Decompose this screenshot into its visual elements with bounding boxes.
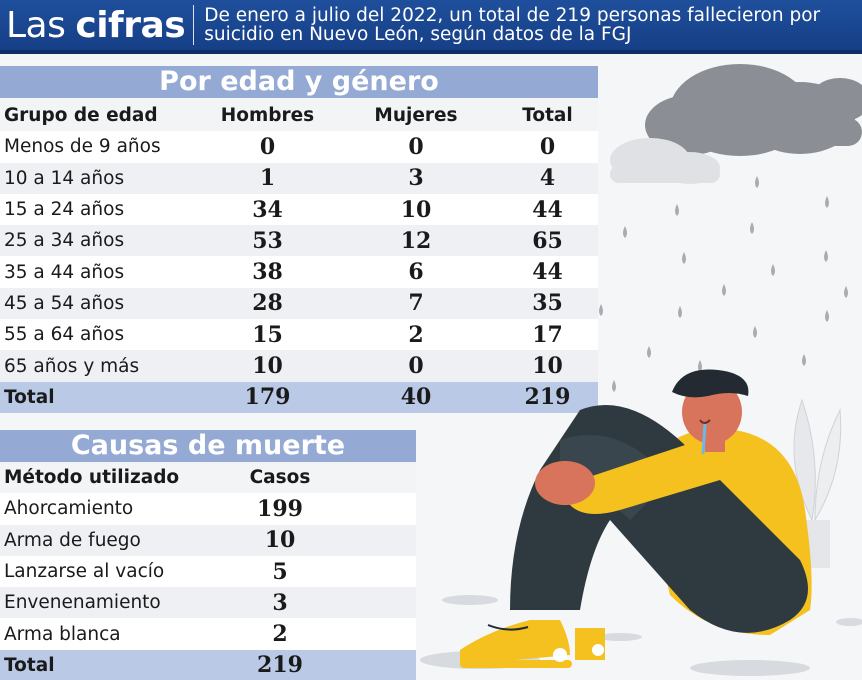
column-header-cases: Casos: [249, 467, 311, 489]
cases-cell: 2: [272, 621, 288, 648]
cases-total: 219: [257, 652, 303, 679]
cause-table-total-row: Total 219: [0, 649, 416, 680]
table-row: Arma de fuego 10: [0, 524, 416, 556]
method-cell: Arma blanca: [4, 623, 121, 645]
age-group-cell: 10 a 14 años: [4, 167, 125, 189]
men-cell: 1: [259, 165, 276, 192]
column-header-age-group: Grupo de edad: [4, 105, 158, 127]
table-row: Menos de 9 años 0 0 0: [0, 131, 598, 163]
cause-table-title: Causas de muerte: [0, 430, 416, 462]
rain-cloud-icon: [645, 64, 862, 156]
table-row: 10 a 14 años 1 3 4: [0, 162, 598, 194]
women-cell: 10: [400, 196, 432, 223]
table-row: Arma blanca 2: [0, 618, 416, 650]
total-cell: 65: [532, 227, 563, 254]
back-cloud-icon: [610, 138, 720, 184]
total-cell: 4: [539, 165, 556, 192]
men-cell: 34: [252, 196, 283, 223]
column-header-men: Hombres: [220, 105, 315, 127]
table-row: Ahorcamiento 199: [0, 493, 416, 525]
age-group-cell: 35 a 44 años: [4, 261, 125, 283]
age-group-cell: 25 a 34 años: [4, 230, 125, 252]
men-cell: 0: [259, 133, 276, 160]
men-cell: 15: [252, 321, 283, 348]
total-cell: 17: [532, 321, 563, 348]
age-table-total-row: Total 179 40 219: [0, 381, 598, 413]
table-row: 45 a 54 años 28 7 35: [0, 287, 598, 320]
age-table-header-row: Grupo de edad Hombres Mujeres Total: [0, 100, 598, 132]
women-cell: 0: [408, 133, 424, 160]
men-cell: 53: [252, 227, 283, 254]
total-label: Total: [4, 386, 55, 408]
method-cell: Envenenamiento: [4, 592, 161, 614]
cases-cell: 3: [272, 589, 288, 616]
total-cell: 44: [532, 259, 563, 286]
total-cell: 35: [532, 290, 563, 317]
column-header-women: Mujeres: [374, 105, 458, 127]
men-total: 179: [244, 384, 291, 411]
table-row: 35 a 44 años 38 6 44: [0, 256, 598, 288]
header-description: De enero a julio del 2022, un total de 2…: [204, 6, 820, 44]
age-group-cell: 15 a 24 años: [4, 199, 125, 221]
women-cell: 0: [408, 353, 424, 380]
brand-light-text: Las: [6, 4, 66, 46]
brand: Las cifras: [0, 0, 186, 50]
total-cell: 10: [532, 353, 563, 380]
women-cell: 6: [408, 259, 424, 286]
table-row: 65 años y más 10 0 10: [0, 350, 598, 382]
men-cell: 38: [252, 259, 283, 286]
method-cell: Lanzarse al vacío: [4, 561, 165, 583]
age-group-cell: 65 años y más: [4, 355, 140, 377]
person-icon: [460, 369, 812, 668]
header-bar: Las cifras De enero a julio del 2022, un…: [0, 0, 862, 54]
total-cell: 44: [532, 196, 563, 223]
women-cell: 3: [408, 165, 424, 192]
table-row: Lanzarse al vacío 5: [0, 555, 416, 588]
column-header-total: Total: [522, 105, 573, 127]
method-cell: Arma de fuego: [4, 529, 141, 551]
women-cell: 7: [408, 290, 424, 317]
table-row: Envenenamiento 3: [0, 587, 416, 619]
cause-table: Método utilizado Casos Ahorcamiento 199 …: [0, 462, 416, 680]
age-group-cell: 45 a 54 años: [4, 292, 125, 314]
column-header-method: Método utilizado: [4, 467, 180, 489]
age-table-title: Por edad y género: [0, 66, 598, 98]
women-cell: 12: [400, 227, 432, 254]
men-cell: 10: [252, 353, 283, 380]
age-group-cell: Menos de 9 años: [4, 136, 161, 158]
women-total: 40: [400, 384, 432, 411]
method-cell: Ahorcamiento: [4, 498, 134, 520]
cases-cell: 10: [264, 527, 296, 554]
women-cell: 2: [408, 321, 424, 348]
men-cell: 28: [252, 290, 283, 317]
header-line-2: suicidio en Nuevo León, según datos de l…: [204, 24, 632, 45]
header-line-1: De enero a julio del 2022, un total de 2…: [204, 5, 821, 26]
table-row: 25 a 34 años 53 12 65: [0, 225, 598, 257]
table-row: 15 a 24 años 34 10 44: [0, 193, 598, 226]
table-row: 55 a 64 años 15 2 17: [0, 319, 598, 351]
grand-total: 219: [524, 384, 571, 411]
cases-cell: 199: [257, 495, 303, 522]
age-group-cell: 55 a 64 años: [4, 324, 125, 346]
total-label: Total: [4, 654, 55, 676]
brand-bold-text: cifras: [75, 4, 186, 46]
cause-table-header-row: Método utilizado Casos: [0, 462, 416, 494]
age-table: Grupo de edad Hombres Mujeres Total Meno…: [0, 100, 598, 413]
header-divider: [193, 5, 195, 45]
sad-person-illustration: [420, 64, 862, 676]
cases-cell: 5: [272, 558, 288, 585]
total-cell: 0: [539, 133, 556, 160]
raindrops-icon: [599, 176, 848, 392]
